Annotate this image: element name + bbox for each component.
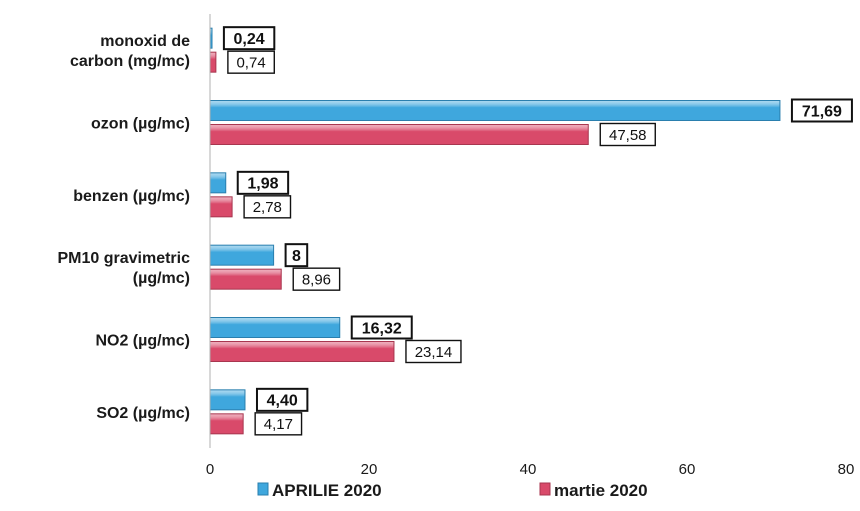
data-label-box (790, 98, 853, 123)
data-label: 2,78 (253, 199, 282, 216)
category-labels: monoxid de carbon (mg/mc) ozon (µg/mc) benz… (57, 33, 190, 422)
category-label: monoxid de carbon (mg/mc) (70, 33, 190, 70)
data-label-box (405, 339, 462, 364)
data-label-box (599, 122, 656, 147)
data-label-box (227, 50, 275, 74)
category-label: benzen (µg/mc) (73, 188, 190, 205)
legend-label: APRILIE 2020 (272, 481, 382, 500)
data-label: 0,74 (236, 55, 265, 72)
data-label: 1,98 (247, 176, 278, 193)
bar-shade (209, 389, 246, 411)
legend-swatch (539, 482, 551, 496)
x-axis-tick-labels: 0 20 40 60 80 (206, 461, 855, 478)
data-label: 4,40 (267, 393, 298, 410)
x-tick-label: 60 (679, 461, 696, 478)
data-label: 16,32 (362, 320, 402, 337)
bar-shade (209, 413, 244, 435)
category-label: SO2 (µg/mc) (96, 405, 190, 422)
data-label: 23,14 (415, 344, 453, 361)
bar-shade (209, 172, 227, 194)
bar-shade (209, 100, 781, 121)
data-label-box (243, 195, 292, 219)
bar-shade (209, 51, 217, 73)
data-label: 8,96 (302, 272, 331, 289)
legend: APRILIE 2020 martie 2020 (257, 481, 648, 500)
x-tick-label: 20 (361, 461, 378, 478)
x-tick-label: 0 (206, 461, 214, 478)
data-label: 71,69 (802, 103, 842, 120)
data-label-box (292, 267, 341, 291)
data-labels: 0,24 0,74 71,69 47,58 1,98 2,78 88,96 16,32 23,1… (222, 26, 853, 436)
bar-shade (209, 124, 589, 145)
bar-shade (209, 268, 282, 290)
bar-shade (209, 196, 233, 218)
data-label: 0,24 (234, 31, 265, 48)
data-label-box (350, 315, 413, 340)
data-label-box (255, 387, 309, 412)
data-label-box (236, 170, 290, 195)
bar-shade (209, 341, 395, 362)
data-label: 8 (292, 248, 301, 265)
category-label: NO2 (µg/mc) (95, 333, 190, 350)
bars (209, 27, 781, 435)
data-label: 4,17 (264, 416, 293, 433)
x-tick-label: 40 (520, 461, 537, 478)
category-label: ozon (µg/mc) (91, 116, 190, 133)
bar-shade (209, 244, 275, 266)
data-label-box (222, 26, 276, 51)
data-label-box (254, 412, 303, 436)
category-label: PM10 gravimetric (µg/mc) (57, 250, 190, 287)
x-tick-label: 80 (838, 461, 855, 478)
legend-swatch (257, 482, 269, 496)
bar-shade (209, 317, 341, 338)
data-label: 47,58 (609, 127, 647, 144)
legend-label: martie 2020 (554, 481, 648, 500)
data-label-box (284, 243, 309, 268)
